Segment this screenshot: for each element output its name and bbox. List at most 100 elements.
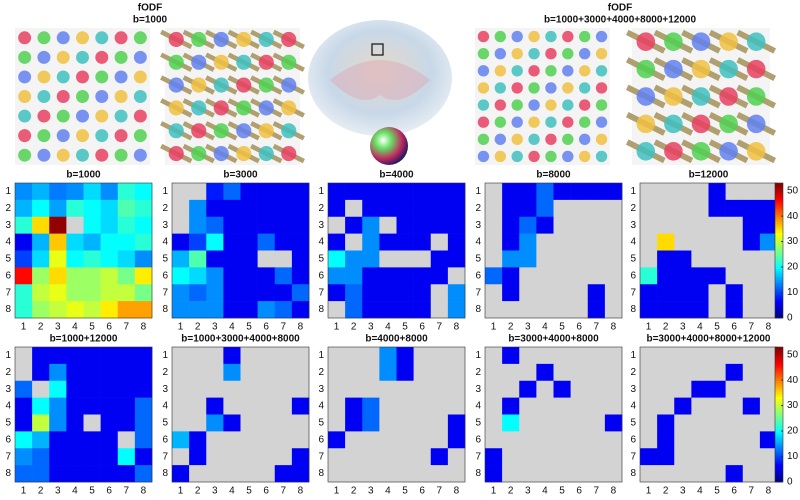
glyph xyxy=(746,32,766,51)
missing-cell xyxy=(362,347,380,365)
colorbar-tick-label: 40 xyxy=(787,211,799,222)
colorbar-step xyxy=(775,291,783,294)
y-tick-label: 5 xyxy=(630,418,636,429)
glyph xyxy=(579,82,591,94)
cell xyxy=(396,363,414,382)
cell xyxy=(117,363,136,382)
cell xyxy=(134,233,153,251)
cell xyxy=(32,397,50,415)
plot-frame xyxy=(171,182,310,319)
missing-cell xyxy=(674,233,692,251)
missing-cell xyxy=(274,397,293,415)
x-tick-label: 1 xyxy=(491,322,497,333)
missing-cell xyxy=(640,199,658,218)
missing-cell xyxy=(570,267,589,285)
missing-cell xyxy=(536,233,554,251)
colorbar-tick-label: 30 xyxy=(787,236,799,247)
missing-cell xyxy=(536,347,554,365)
glyph xyxy=(477,48,490,60)
cell xyxy=(32,233,50,251)
cell xyxy=(291,301,310,319)
colorbar-step xyxy=(775,380,783,384)
missing-cell xyxy=(587,448,606,466)
glyph xyxy=(133,109,147,123)
x-tick-label: 3 xyxy=(212,322,218,333)
y-tick-label: 6 xyxy=(162,270,168,281)
cell xyxy=(379,363,397,382)
cell xyxy=(240,233,258,251)
missing-cell xyxy=(604,363,623,382)
colorbar-step xyxy=(775,228,783,231)
x-tick-label: 8 xyxy=(454,322,460,333)
x-tick-label: 5 xyxy=(559,322,565,333)
cell xyxy=(640,284,658,302)
colorbar-step xyxy=(775,448,783,451)
cell xyxy=(447,301,466,319)
missing-cell xyxy=(485,250,503,268)
cell xyxy=(223,363,241,382)
cell xyxy=(134,183,153,201)
missing-cell xyxy=(604,431,623,449)
cell xyxy=(362,414,380,432)
missing-cell xyxy=(502,363,520,382)
colorbar-step xyxy=(775,479,783,483)
x-tick-label: 4 xyxy=(385,486,391,497)
colorbar-step xyxy=(775,268,783,272)
glyph xyxy=(545,99,557,111)
cell xyxy=(291,465,310,483)
glyph xyxy=(511,30,523,43)
y-tick-label: 5 xyxy=(5,418,11,429)
cell xyxy=(345,414,363,432)
colorbar-step xyxy=(775,365,783,368)
y-tick-label: 8 xyxy=(318,468,324,479)
missing-cell xyxy=(189,414,207,432)
cell xyxy=(66,199,84,218)
glyph xyxy=(95,31,109,45)
cell xyxy=(708,267,726,285)
cell xyxy=(15,465,33,483)
cell xyxy=(413,301,432,319)
cell xyxy=(223,250,241,268)
cell xyxy=(117,414,136,432)
missing-cell xyxy=(240,380,258,398)
y-tick-label: 3 xyxy=(630,384,636,395)
colorbar-step xyxy=(775,293,783,296)
cell xyxy=(134,414,153,432)
cell xyxy=(328,250,346,268)
cell xyxy=(100,216,119,234)
cell xyxy=(223,414,241,432)
missing-cell xyxy=(274,431,293,449)
glyph xyxy=(191,77,207,93)
cell xyxy=(49,347,67,365)
cell xyxy=(328,267,346,285)
missing-cell xyxy=(379,431,397,449)
glyph xyxy=(719,142,738,161)
heatmap-title: b=1000+12000 xyxy=(50,334,118,345)
missing-cell xyxy=(708,397,726,415)
cell xyxy=(657,233,675,251)
missing-cell xyxy=(413,448,432,466)
missing-cell xyxy=(274,347,293,365)
glyph xyxy=(236,31,252,47)
glyph xyxy=(545,150,557,163)
cell xyxy=(223,183,241,201)
missing-cell xyxy=(759,250,778,268)
cell xyxy=(206,284,224,302)
missing-cell xyxy=(396,250,414,268)
glyph xyxy=(545,82,557,94)
missing-cell xyxy=(519,267,537,285)
missing-cell xyxy=(725,250,744,268)
y-tick-label: 7 xyxy=(475,451,481,462)
colorbar-tick-label: 20 xyxy=(787,426,799,437)
missing-cell xyxy=(536,465,554,483)
glyph xyxy=(636,114,656,134)
glyph xyxy=(133,31,147,45)
cell xyxy=(15,397,33,415)
cell xyxy=(240,301,258,319)
missing-cell xyxy=(553,199,571,218)
missing-cell xyxy=(189,465,207,483)
glyph xyxy=(114,90,128,103)
cell xyxy=(206,216,224,234)
